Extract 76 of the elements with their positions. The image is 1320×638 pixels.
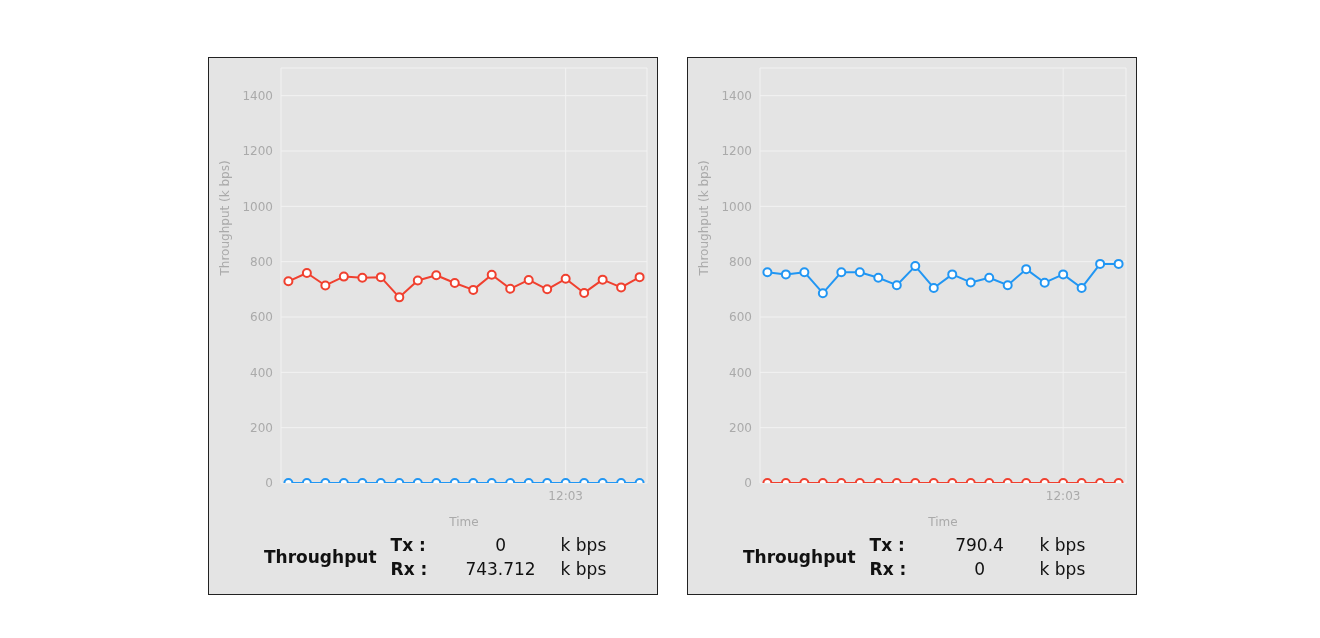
y-tick-label: 600 — [250, 310, 273, 325]
y-tick-label: 400 — [729, 365, 752, 380]
point — [873, 272, 884, 283]
point — [320, 280, 331, 291]
x-tick-label: 12:03 — [548, 488, 583, 503]
point — [338, 271, 349, 282]
point — [375, 272, 386, 283]
point — [542, 284, 553, 295]
point — [947, 269, 958, 280]
point — [928, 282, 939, 293]
y-tick-label: 800 — [729, 254, 752, 269]
point — [1076, 282, 1087, 293]
point — [394, 292, 405, 303]
x-axis-title: Time — [927, 515, 958, 529]
text: k bps — [560, 558, 608, 581]
x-axis-title: Time — [448, 515, 479, 529]
text: 0 — [494, 534, 507, 557]
point — [984, 272, 995, 283]
point — [523, 274, 534, 285]
y-tick-label: 600 — [729, 310, 752, 325]
point — [1095, 258, 1106, 269]
point — [449, 277, 460, 288]
point — [357, 272, 368, 283]
text: Throughput — [264, 547, 377, 567]
point — [1021, 264, 1032, 275]
y-tick-label: 200 — [250, 420, 273, 435]
y-tick-label: 1400 — [721, 88, 752, 103]
y-tick-label: 1000 — [721, 199, 752, 214]
point — [468, 284, 479, 295]
point — [762, 267, 773, 278]
text: Tx : — [390, 534, 427, 557]
point — [910, 261, 921, 272]
point — [283, 276, 294, 287]
text: 743.712 — [464, 558, 537, 581]
point — [854, 267, 865, 278]
point — [1058, 269, 1069, 280]
y-tick-label: 1200 — [242, 144, 273, 159]
text: Rx : — [869, 558, 908, 581]
text: Tx : — [869, 534, 906, 557]
y-tick-label: 0 — [744, 476, 752, 491]
point — [505, 283, 516, 294]
point — [486, 269, 497, 280]
point — [799, 267, 810, 278]
point — [301, 268, 312, 279]
point — [891, 280, 902, 291]
point — [817, 288, 828, 299]
y-tick-label: 0 — [265, 476, 273, 491]
point — [616, 282, 627, 293]
point — [579, 287, 590, 298]
point — [1113, 258, 1124, 269]
y-axis-title: Throughput (k bps) — [218, 160, 233, 277]
text: 0 — [973, 558, 986, 581]
text: 790.4 — [954, 534, 1005, 557]
y-tick-label: 200 — [729, 420, 752, 435]
point — [836, 267, 847, 278]
point — [431, 270, 442, 281]
text: k bps — [560, 534, 608, 557]
y-tick-label: 1000 — [242, 199, 273, 214]
point — [597, 274, 608, 285]
point — [412, 275, 423, 286]
text: Rx : — [390, 558, 429, 581]
y-tick-label: 1400 — [242, 88, 273, 103]
point — [965, 277, 976, 288]
text: Throughput — [743, 547, 856, 567]
text: k bps — [1039, 534, 1087, 557]
y-tick-label: 400 — [250, 365, 273, 380]
y-tick-label: 800 — [250, 254, 273, 269]
point — [1039, 277, 1050, 288]
y-axis-title: Throughput (k bps) — [697, 160, 712, 277]
point — [1002, 280, 1013, 291]
y-tick-label: 1200 — [721, 144, 752, 159]
x-tick-label: 12:03 — [1045, 488, 1081, 503]
point — [560, 273, 571, 284]
point — [780, 269, 791, 280]
text: k bps — [1039, 558, 1087, 581]
point — [634, 272, 645, 283]
